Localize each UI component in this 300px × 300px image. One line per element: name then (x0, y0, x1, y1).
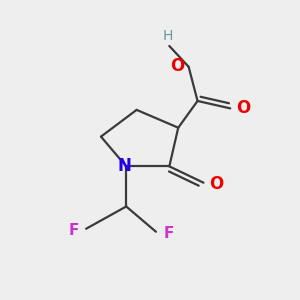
Text: O: O (209, 175, 223, 193)
Text: H: H (163, 29, 173, 44)
Text: N: N (118, 157, 132, 175)
Text: O: O (236, 99, 250, 117)
Text: F: F (163, 226, 174, 241)
Text: F: F (68, 223, 79, 238)
Text: O: O (170, 57, 184, 75)
